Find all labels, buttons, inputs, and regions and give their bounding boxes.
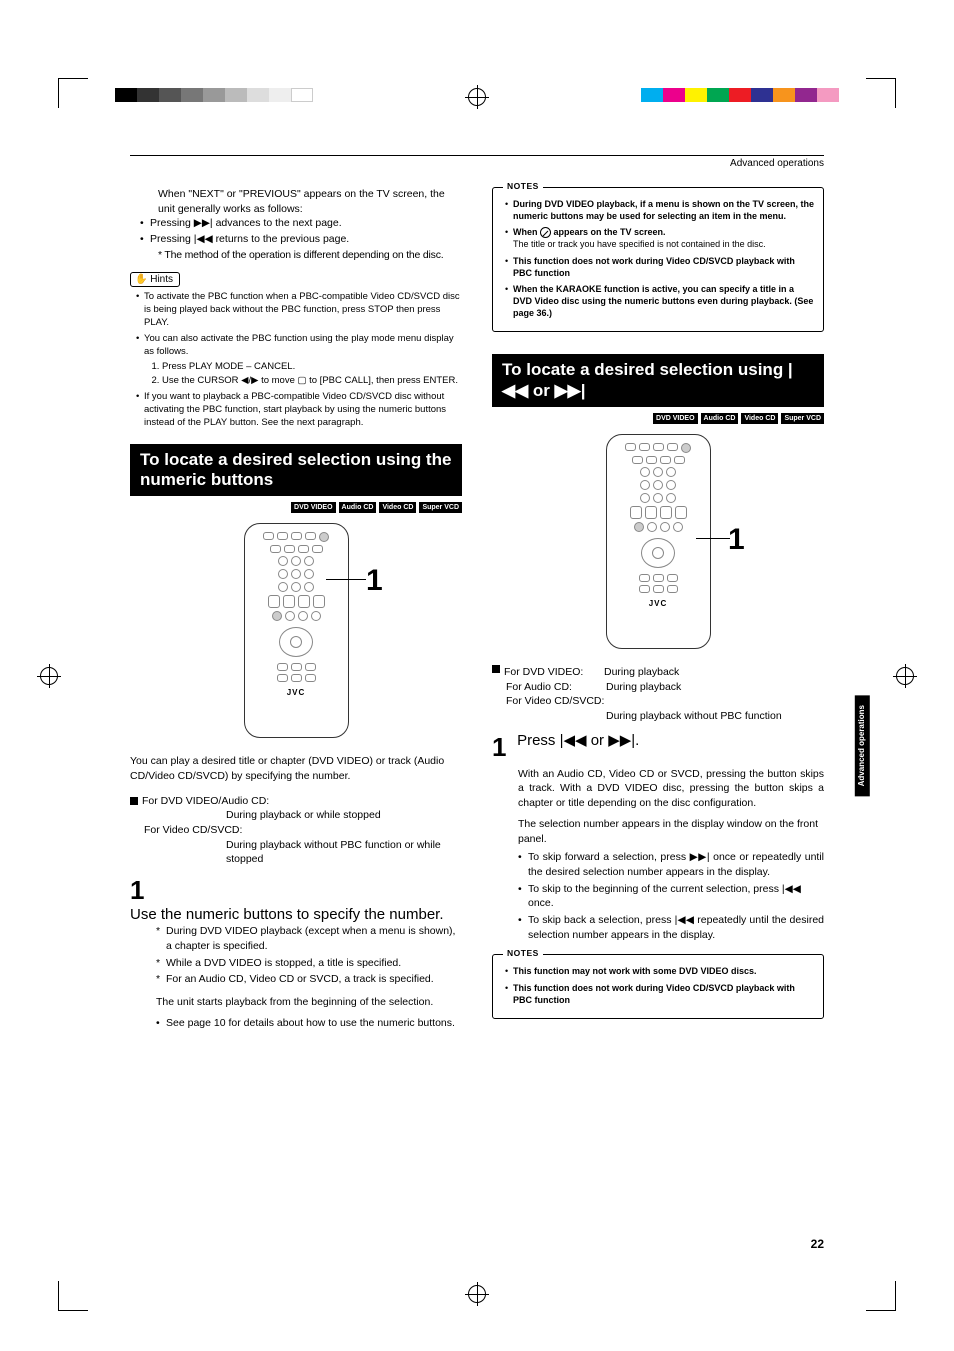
step-heading: Press |◀◀ or ▶▶|. [517,732,639,750]
grayscale-bar [115,88,313,102]
crop-mark [866,78,896,108]
format-badges: DVD VIDEO Audio CD Video CD Super VCD [130,502,462,513]
step-number: 1 [492,732,514,763]
step-block: 1 Press |◀◀ or ▶▶|. With an Audio CD, Vi… [492,732,824,943]
mode-line: For DVD VIDEO:During playback [492,665,824,680]
side-tab: Advanced operations [855,695,870,796]
step-item: For an Audio CD, Video CD or SVCD, a tra… [156,972,462,987]
hints-list: To activate the PBC function when a PBC-… [130,291,462,429]
crop-mark [866,1281,896,1311]
hints-item: To activate the PBC function when a PBC-… [136,291,462,329]
notes-box-1: NOTES During DVD VIDEO playback, if a me… [492,187,824,332]
step-number: 1 [130,875,152,906]
intro-text: When "NEXT" or "PREVIOUS" appears on the… [130,187,462,216]
step-heading: Use the numeric buttons to specify the n… [130,906,444,924]
step-paragraph: The selection number appears in the disp… [492,817,824,846]
desc-paragraph: You can play a desired title or chapter … [130,754,462,783]
badge-svcd: Super VCD [419,502,462,513]
leader-line [696,538,730,539]
header-category: Advanced operations [130,158,824,169]
step-paragraph: With an Audio CD, Video CD or SVCD, pres… [492,767,824,811]
left-column: When "NEXT" or "PREVIOUS" appears on the… [130,187,462,1032]
step-tail-list: See page 10 for details about how to use… [130,1016,462,1031]
page-content: Advanced operations When "NEXT" or "PREV… [130,155,824,1251]
step-tail: The unit starts playback from the beginn… [130,995,462,1010]
step-list: During DVD VIDEO playback (except when a… [130,924,462,987]
format-badges: DVD VIDEO Audio CD Video CD Super VCD [492,413,824,424]
remote-callout: 1 [366,564,383,598]
crop-mark [58,1281,88,1311]
notes-label: NOTES [503,948,543,959]
hints-label: ✋ Hints [130,272,180,287]
notes-item: This function does not work during Video… [505,255,815,279]
leader-line [326,579,366,580]
step-block: 1 Use the numeric buttons to specify the… [130,875,462,1030]
intro-bullet: Pressing |◀◀ returns to the previous pag… [140,232,462,247]
badge-audiocd: Audio CD [701,413,739,424]
notes-item: When appears on the TV screen.The title … [505,226,815,250]
registration-mark [896,667,914,685]
remote-figure: JVC 1 [492,430,824,659]
badge-videocd: Video CD [379,502,416,513]
step-item: During DVD VIDEO playback (except when a… [156,924,462,953]
registration-mark [468,1285,486,1303]
intro-bullet: Pressing ▶▶| advances to the next page. [140,216,462,231]
crop-mark [58,78,88,108]
hints-sublist: Press PLAY MODE – CANCEL. Use the CURSOR… [144,361,462,389]
remote-body: JVC [244,523,349,738]
step-item: To skip to the beginning of the current … [518,882,824,911]
step-tail-item: See page 10 for details about how to use… [156,1016,462,1031]
notes-label: NOTES [503,181,543,192]
step-item: To skip back a selection, press |◀◀ repe… [518,913,824,942]
prohibit-icon [540,227,551,238]
notes-item: This function does not work during Video… [505,982,815,1006]
mode-line: For DVD VIDEO/Audio CD: [130,794,462,809]
mode-line: For Audio CD:During playback [492,680,824,695]
color-bar [641,88,839,102]
mode-line: For Video CD/SVCD: [130,823,462,838]
step-item: While a DVD VIDEO is stopped, a title is… [156,956,462,971]
right-column: NOTES During DVD VIDEO playback, if a me… [492,187,824,1032]
badge-dvd: DVD VIDEO [653,413,698,424]
registration-mark [468,88,486,106]
mode-line: For Video CD/SVCD: [492,694,824,709]
header-rule [130,155,824,156]
intro-bullets: Pressing ▶▶| advances to the next page. … [130,216,462,246]
hints-subitem: Press PLAY MODE – CANCEL. [162,361,462,374]
mode-value: During playback or while stopped [130,808,462,823]
mode-value: During playback without PBC function or … [130,838,462,867]
remote-body: JVC [606,434,711,649]
remote-brand: JVC [615,599,702,608]
badge-videocd: Video CD [741,413,778,424]
registration-mark [40,667,58,685]
badge-audiocd: Audio CD [339,502,377,513]
remote-figure: JVC 1 [130,519,462,748]
remote-brand: JVC [253,688,340,697]
intro-star-note: * The method of the operation is differe… [130,248,462,263]
badge-svcd: Super VCD [781,413,824,424]
square-bullet-icon [492,665,500,673]
hints-item: You can also activate the PBC function u… [136,333,462,388]
section-title: To locate a desired selection using |◀◀ … [492,354,824,407]
badge-dvd: DVD VIDEO [291,502,336,513]
step-item: To skip forward a selection, press ▶▶| o… [518,850,824,879]
mode-value: During playback without PBC function [492,709,824,724]
square-bullet-icon [130,797,138,805]
notes-box-2: NOTES This function may not work with so… [492,954,824,1018]
notes-item: During DVD VIDEO playback, if a menu is … [505,198,815,222]
notes-item: This function may not work with some DVD… [505,965,815,977]
section-title: To locate a desired selection using the … [130,444,462,497]
notes-item: When the KARAOKE function is active, you… [505,283,815,319]
remote-callout: 1 [728,523,745,557]
hints-item: If you want to playback a PBC-compatible… [136,391,462,429]
step-list: To skip forward a selection, press ▶▶| o… [492,850,824,942]
page-number: 22 [811,1237,824,1251]
hints-subitem: Use the CURSOR ◀/▶ to move ▢ to [PBC CAL… [162,375,462,388]
